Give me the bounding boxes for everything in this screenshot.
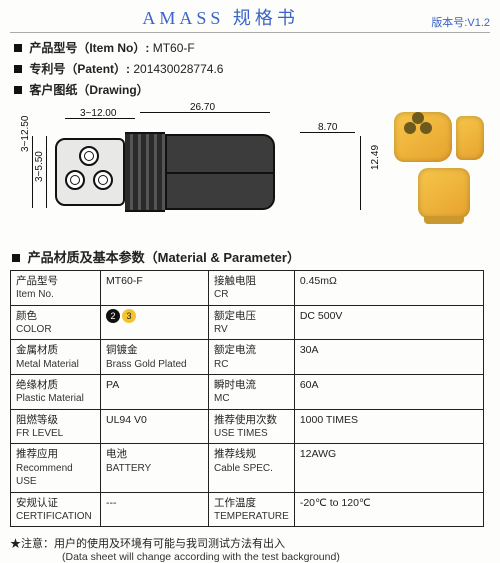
version-label: 版本号:V1.2 [431,14,490,30]
param-value: 0.45mΩ [294,271,483,306]
table-row: 推荐应用Recommend USE电池BATTERY推荐线规Cable SPEC… [11,444,484,492]
param-label: 额定电流RC [209,340,295,375]
dimension-v1: 3~12.50 [20,116,31,152]
parameter-table: 产品型号Item No.MT60-F接触电阻CR0.45mΩ颜色COLOR23额… [10,270,484,527]
dim-line [32,136,33,208]
pin-hole-icon [65,170,85,190]
footnote-en: (Data sheet will change according with t… [62,551,490,563]
patent-label: 专利号（Patent）: [29,62,130,76]
table-row: 金属材质Metal Material铜镀金Brass Gold Plated额定… [11,340,484,375]
bullet-icon [12,254,20,262]
bullet-icon [14,44,22,52]
params-section-title: 产品材质及基本参数（Material & Parameter） [12,247,490,266]
connector-front-face [55,138,125,206]
param-value: -20℃ to 120℃ [294,492,483,527]
pin-hole-icon [79,146,99,166]
param-label: 阻燃等级FR LEVEL [11,409,101,444]
dimension-d2: 26.70 [190,102,215,113]
product-photo-front [394,112,452,162]
param-label: 推荐应用Recommend USE [11,444,101,492]
table-row: 绝缘材质Plastic MaterialPA瞬时电流MC60A [11,375,484,410]
footnote: ★注意：用户的使用及环境有可能与我司测试方法有出入 (Data sheet wi… [10,535,490,563]
connector-diagram [55,132,275,212]
color-swatch-yellow: 3 [122,309,136,323]
param-label: 接触电阻CR [209,271,295,306]
patent-value: 201430028774.6 [133,62,223,76]
dim-line [360,136,361,210]
param-label: 工作温度TEMPERATURE [209,492,295,527]
param-value: 12AWG [294,444,483,492]
param-label: 产品型号Item No. [11,271,101,306]
color-swatch-black: 2 [106,309,120,323]
pin-hole-icon [93,170,113,190]
param-label: 推荐线规Cable SPEC. [209,444,295,492]
param-value: 1000 TIMES [294,409,483,444]
footnote-cn: ★注意：用户的使用及环境有可能与我司测试方法有出入 [10,538,285,550]
table-row: 阻燃等级FR LEVELUL94 V0推荐使用次数USE TIMES1000 T… [11,409,484,444]
dim-line [46,136,47,208]
param-value: 电池BATTERY [101,444,209,492]
dimension-d3: 8.70 [318,122,337,133]
table-row: 颜色COLOR23额定电压RVDC 500V [11,305,484,340]
param-value: PA [101,375,209,410]
item-no-label: 产品型号（Item No）: [29,41,149,55]
param-value: 铜镀金Brass Gold Plated [101,340,209,375]
param-label: 颜色COLOR [11,305,101,340]
param-label: 金属材质Metal Material [11,340,101,375]
product-photo-rear [418,168,470,218]
bullet-icon [14,65,22,73]
param-value: 60A [294,375,483,410]
param-value: UL94 V0 [101,409,209,444]
patent-line: 专利号（Patent）: 201430028774.6 [14,60,490,77]
header: AMASS 规格书 版本号:V1.2 [10,4,490,33]
technical-drawing: 3~12.00 26.70 8.70 3~12.50 3~5.50 12.49 [10,102,480,237]
params-title-text: 产品材质及基本参数（Material & Parameter） [28,250,300,265]
dimension-v2: 3~5.50 [34,151,45,182]
dimension-d1: 3~12.00 [80,108,116,119]
dimension-v3: 12.49 [370,145,381,170]
connector-fins [125,132,165,212]
param-label: 瞬时电流MC [209,375,295,410]
table-row: 产品型号Item No.MT60-F接触电阻CR0.45mΩ [11,271,484,306]
table-row: 安规认证CERTIFICATION---工作温度TEMPERATURE-20℃ … [11,492,484,527]
param-label: 推荐使用次数USE TIMES [209,409,295,444]
product-photo-cap [456,116,484,160]
drawing-line: 客户图纸（Drawing） [14,81,490,98]
item-no-line: 产品型号（Item No）: MT60-F [14,39,490,56]
connector-body [165,134,275,210]
param-value: 30A [294,340,483,375]
param-label: 安规认证CERTIFICATION [11,492,101,527]
param-value: 23 [101,305,209,340]
item-no-value: MT60-F [153,41,195,55]
param-value: DC 500V [294,305,483,340]
param-value: MT60-F [101,271,209,306]
param-label: 绝缘材质Plastic Material [11,375,101,410]
drawing-label: 客户图纸（Drawing） [29,83,148,97]
param-label: 额定电压RV [209,305,295,340]
bullet-icon [14,86,22,94]
doc-title: AMASS 规格书 [10,4,431,30]
param-value: --- [101,492,209,527]
